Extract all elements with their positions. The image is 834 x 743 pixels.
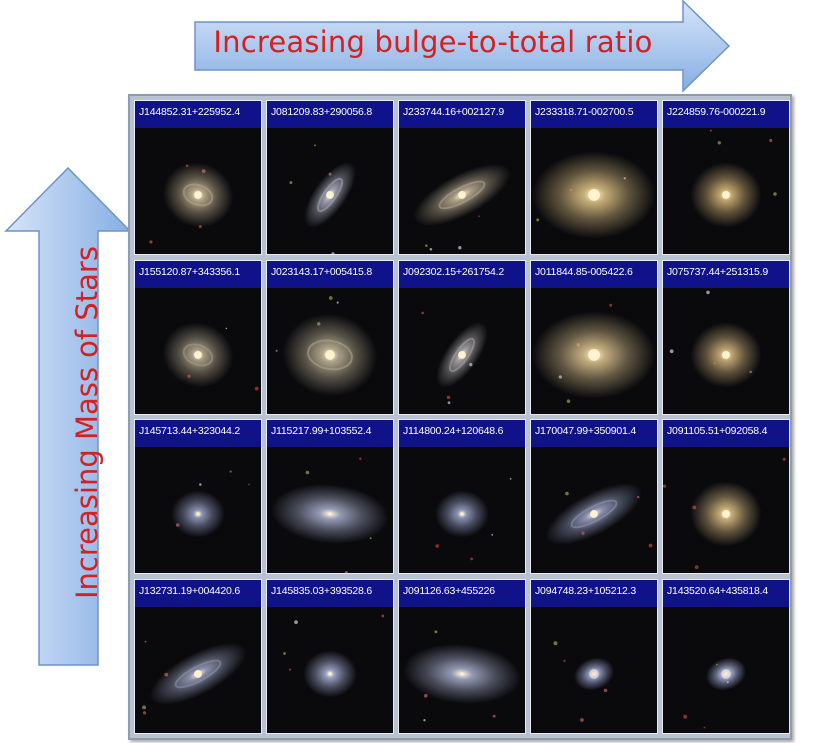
galaxy-image bbox=[663, 607, 789, 733]
galaxy-id-label: J091126.63+455226 bbox=[399, 580, 525, 607]
galaxy-cell: J155120.87+343356.1 bbox=[134, 260, 262, 415]
galaxy-id-label: J092302.15+261754.2 bbox=[399, 261, 525, 288]
galaxy-id-label: J114800.24+120648.6 bbox=[399, 420, 525, 447]
galaxy-image bbox=[531, 128, 657, 254]
galaxy-id-label: J145713.44+323044.2 bbox=[135, 420, 261, 447]
galaxy-image bbox=[399, 447, 525, 573]
galaxy-cell: J094748.23+105212.3 bbox=[530, 579, 658, 734]
galaxy-cell: J143520.64+435818.4 bbox=[662, 579, 790, 734]
galaxy-image bbox=[399, 288, 525, 414]
galaxy-cell: J170047.99+350901.4 bbox=[530, 419, 658, 574]
galaxy-id-label: J233318.71-002700.5 bbox=[531, 101, 657, 128]
galaxy-id-label: J075737.44+251315.9 bbox=[663, 261, 789, 288]
horizontal-arrow: Increasing bulge-to-total ratio bbox=[193, 0, 731, 93]
galaxy-id-label: J144852.31+225952.4 bbox=[135, 101, 261, 128]
galaxy-id-label: J091105.51+092058.4 bbox=[663, 420, 789, 447]
galaxy-cell: J145713.44+323044.2 bbox=[134, 419, 262, 574]
galaxy-cell: J115217.99+103552.4 bbox=[266, 419, 394, 574]
galaxy-cell: J114800.24+120648.6 bbox=[398, 419, 526, 574]
galaxy-image bbox=[531, 288, 657, 414]
galaxy-cell: J075737.44+251315.9 bbox=[662, 260, 790, 415]
galaxy-id-label: J011844.85-005422.6 bbox=[531, 261, 657, 288]
galaxy-cell: J091105.51+092058.4 bbox=[662, 419, 790, 574]
galaxy-image bbox=[399, 128, 525, 254]
galaxy-id-label: J143520.64+435818.4 bbox=[663, 580, 789, 607]
horizontal-axis-label: Increasing bulge-to-total ratio bbox=[213, 25, 653, 59]
galaxy-cell: J011844.85-005422.6 bbox=[530, 260, 658, 415]
galaxy-id-label: J170047.99+350901.4 bbox=[531, 420, 657, 447]
galaxy-image bbox=[267, 288, 393, 414]
galaxy-id-label: J145835.03+393528.6 bbox=[267, 580, 393, 607]
galaxy-image bbox=[135, 447, 261, 573]
galaxy-image bbox=[135, 128, 261, 254]
galaxy-cell: J092302.15+261754.2 bbox=[398, 260, 526, 415]
galaxy-cell: J023143.17+005415.8 bbox=[266, 260, 394, 415]
galaxy-cell: J132731.19+004420.6 bbox=[134, 579, 262, 734]
galaxy-cell: J145835.03+393528.6 bbox=[266, 579, 394, 734]
galaxy-id-label: J081209.83+290056.8 bbox=[267, 101, 393, 128]
galaxy-cell: J233744.16+002127.9 bbox=[398, 100, 526, 255]
galaxy-image bbox=[135, 288, 261, 414]
galaxy-cell: J081209.83+290056.8 bbox=[266, 100, 394, 255]
galaxy-image bbox=[267, 447, 393, 573]
galaxy-image bbox=[531, 447, 657, 573]
galaxy-image bbox=[267, 128, 393, 254]
galaxy-image bbox=[663, 288, 789, 414]
galaxy-id-label: J023143.17+005415.8 bbox=[267, 261, 393, 288]
galaxy-id-label: J155120.87+343356.1 bbox=[135, 261, 261, 288]
galaxy-grid: J144852.31+225952.4 J081209.83+290056.8 J2… bbox=[128, 94, 792, 740]
galaxy-image bbox=[531, 607, 657, 733]
galaxy-image bbox=[663, 447, 789, 573]
galaxy-cell: J144852.31+225952.4 bbox=[134, 100, 262, 255]
galaxy-image bbox=[267, 607, 393, 733]
vertical-arrow: Increasing Mass of Stars bbox=[4, 167, 132, 667]
galaxy-id-label: J115217.99+103552.4 bbox=[267, 420, 393, 447]
galaxy-cell: J224859.76-000221.9 bbox=[662, 100, 790, 255]
arrow-right-icon bbox=[194, 0, 731, 93]
galaxy-cell: J091126.63+455226 bbox=[398, 579, 526, 734]
galaxy-id-label: J094748.23+105212.3 bbox=[531, 580, 657, 607]
galaxy-image bbox=[135, 607, 261, 733]
galaxy-cell: J233318.71-002700.5 bbox=[530, 100, 658, 255]
galaxy-id-label: J224859.76-000221.9 bbox=[663, 101, 789, 128]
galaxy-id-label: J132731.19+004420.6 bbox=[135, 580, 261, 607]
arrow-up-icon bbox=[4, 167, 132, 666]
galaxy-id-label: J233744.16+002127.9 bbox=[399, 101, 525, 128]
galaxy-image bbox=[663, 128, 789, 254]
vertical-axis-label: Increasing Mass of Stars bbox=[70, 246, 104, 599]
galaxy-image bbox=[399, 607, 525, 733]
